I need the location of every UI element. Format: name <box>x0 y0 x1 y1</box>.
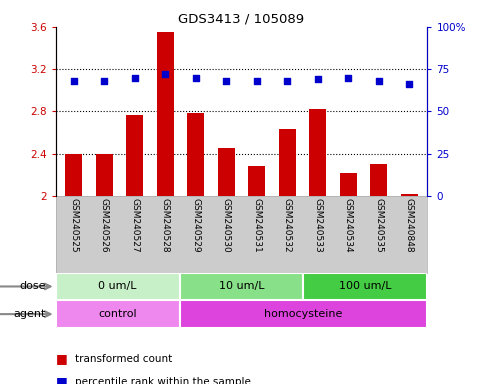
Bar <box>279 129 296 196</box>
Point <box>100 78 108 84</box>
Bar <box>218 148 235 196</box>
Title: GDS3413 / 105089: GDS3413 / 105089 <box>178 13 305 26</box>
Text: GSM240527: GSM240527 <box>130 198 139 253</box>
Text: GSM240528: GSM240528 <box>161 198 170 253</box>
Text: percentile rank within the sample: percentile rank within the sample <box>75 377 251 384</box>
Text: GSM240530: GSM240530 <box>222 198 231 253</box>
Text: GSM240534: GSM240534 <box>344 198 353 253</box>
Text: GSM240535: GSM240535 <box>374 198 383 253</box>
Bar <box>157 32 174 196</box>
Point <box>222 78 230 84</box>
Text: transformed count: transformed count <box>75 354 172 364</box>
Text: control: control <box>98 309 137 319</box>
Text: agent: agent <box>14 309 46 319</box>
Bar <box>248 166 265 196</box>
Text: GSM240526: GSM240526 <box>100 198 109 253</box>
Text: GSM240525: GSM240525 <box>70 198 78 253</box>
Text: 10 um/L: 10 um/L <box>219 281 264 291</box>
Bar <box>56 300 180 328</box>
Point <box>405 81 413 88</box>
Point <box>192 74 199 81</box>
Text: 100 um/L: 100 um/L <box>339 281 392 291</box>
Text: GSM240529: GSM240529 <box>191 198 200 253</box>
Point <box>344 74 352 81</box>
Bar <box>401 194 417 196</box>
Point <box>253 78 261 84</box>
Point <box>131 74 139 81</box>
Text: GSM240848: GSM240848 <box>405 198 413 253</box>
Bar <box>127 114 143 196</box>
Bar <box>370 164 387 196</box>
Bar <box>187 114 204 196</box>
Text: homocysteine: homocysteine <box>264 309 342 319</box>
Point <box>161 71 169 77</box>
Bar <box>340 172 356 196</box>
Text: 0 um/L: 0 um/L <box>98 281 137 291</box>
Bar <box>56 273 180 300</box>
Bar <box>180 300 427 328</box>
Bar <box>303 273 427 300</box>
Text: GSM240531: GSM240531 <box>252 198 261 253</box>
Bar <box>180 273 303 300</box>
Text: GSM240533: GSM240533 <box>313 198 322 253</box>
Point <box>314 76 322 82</box>
Text: ■: ■ <box>56 375 67 384</box>
Text: ■: ■ <box>56 352 67 365</box>
Bar <box>309 109 326 196</box>
Text: GSM240532: GSM240532 <box>283 198 292 253</box>
Bar <box>66 154 82 196</box>
Point <box>375 78 383 84</box>
Point <box>284 78 291 84</box>
Bar <box>96 154 113 196</box>
Point <box>70 78 78 84</box>
Text: dose: dose <box>19 281 46 291</box>
